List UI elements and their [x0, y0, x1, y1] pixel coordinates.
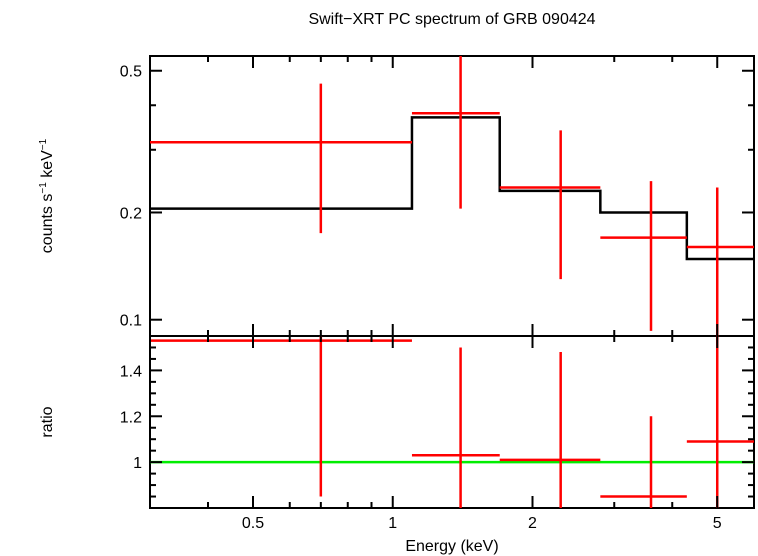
spectrum-ylabel-main: counts s — [39, 194, 56, 254]
spectrum-ylabel-sup2: −1 — [38, 138, 49, 150]
chart-title: Swift−XRT PC spectrum of GRB 090424 — [308, 11, 595, 28]
x-tick-label: 1 — [388, 515, 397, 532]
y-tick-label: 0.1 — [120, 313, 142, 330]
spectrum-ylabel-mid: keV — [39, 150, 56, 182]
y-tick-label: 1 — [133, 455, 142, 472]
spectrum-ylabel-sup1: −1 — [38, 182, 49, 194]
y-tick-label: 1.2 — [120, 409, 142, 426]
y-tick-label: 1.4 — [120, 363, 142, 380]
axis-ticks: 0.5 1 2 5 0.1 0.2 0.5 1 1.2 1.4 — [120, 56, 755, 532]
spectrum-plot-area — [150, 56, 754, 336]
ratio-panel-frame — [149, 335, 755, 509]
model-step-line — [150, 116, 754, 261]
x-tick-label: 0.5 — [242, 515, 264, 532]
spectrum-ylabel: counts s−1 keV−1 — [38, 138, 56, 253]
y-tick-label: 0.2 — [120, 205, 142, 222]
spectrum-panel-frame — [149, 55, 755, 337]
ratio-plot-area — [150, 336, 754, 508]
x-tick-label: 5 — [713, 515, 722, 532]
x-tick-label: 2 — [528, 515, 537, 532]
y-tick-label: 0.5 — [120, 64, 142, 81]
x-axis-label: Energy (keV) — [405, 538, 498, 555]
ratio-ylabel: ratio — [39, 406, 56, 437]
